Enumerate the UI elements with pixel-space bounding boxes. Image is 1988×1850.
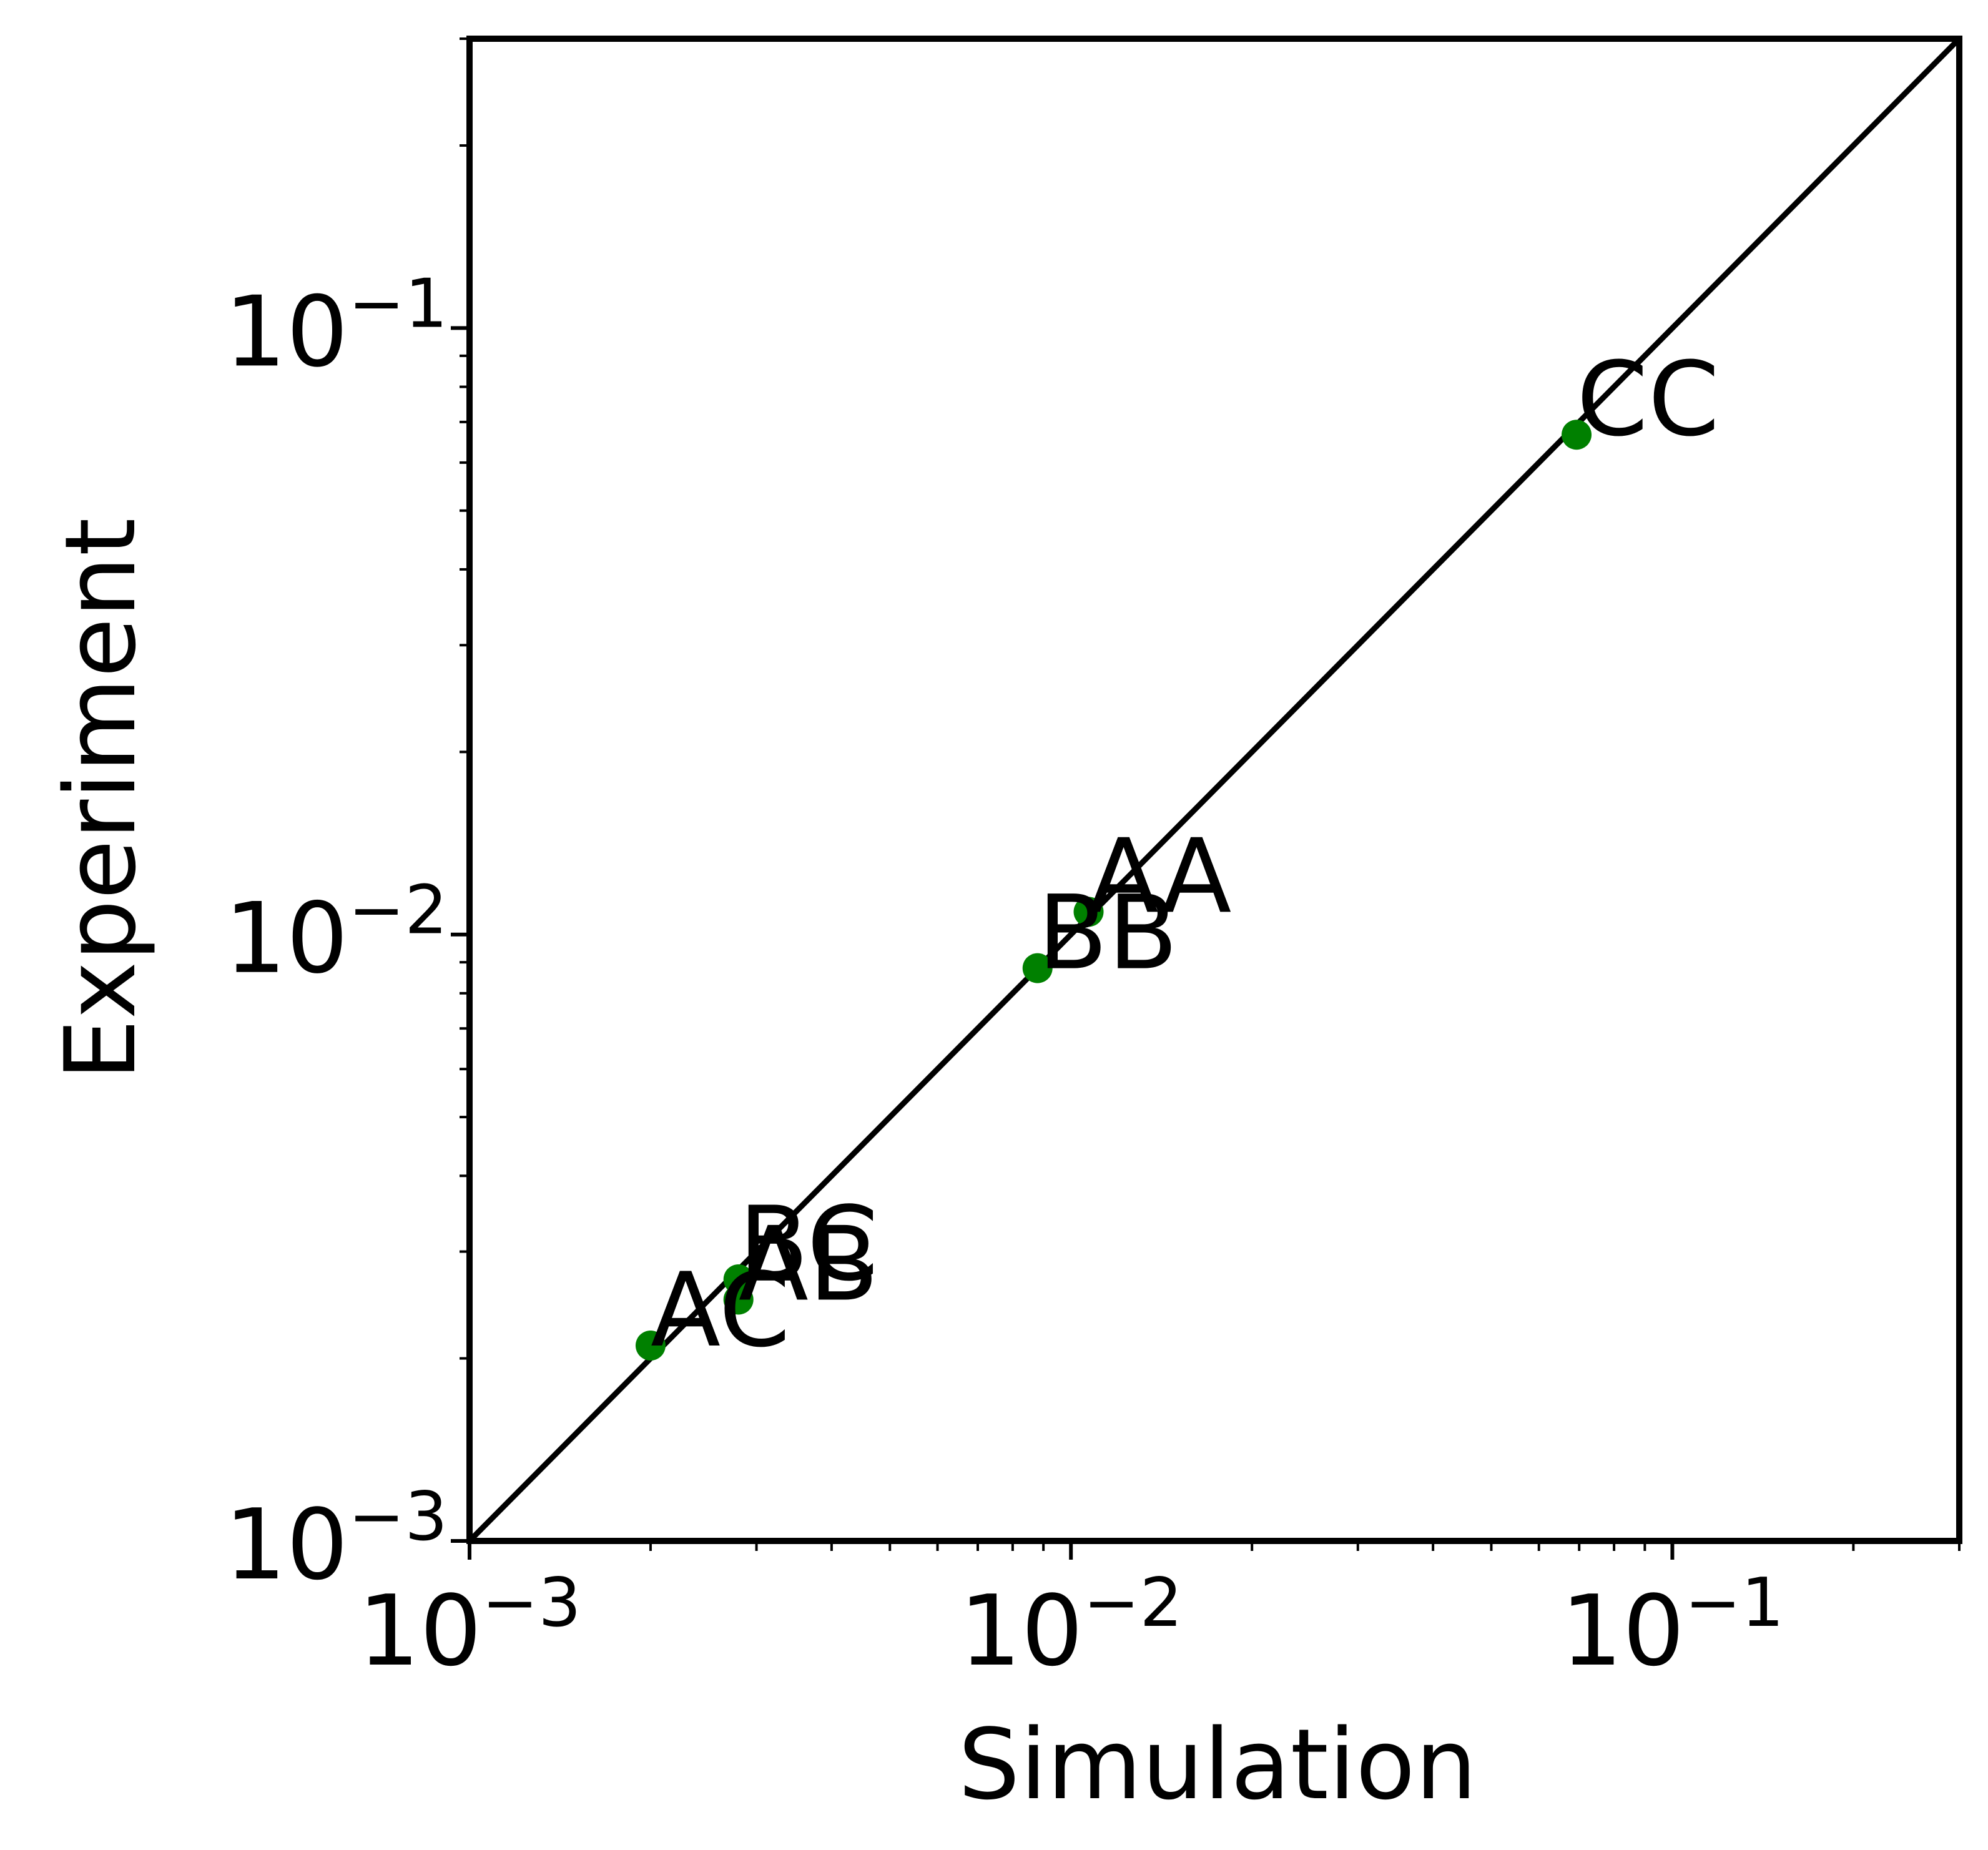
x-tick-label: 10−2 bbox=[959, 1564, 1183, 1688]
data-point-label: BC bbox=[739, 1184, 878, 1304]
y-tick-label: 10−3 bbox=[224, 1478, 448, 1602]
data-point-label: AC bbox=[651, 1251, 790, 1370]
data-point-label: BB bbox=[1038, 873, 1178, 993]
x-tick-label: 10−1 bbox=[1561, 1564, 1784, 1688]
y-tick-labels: 10−3 10−2 10−1 bbox=[224, 265, 448, 1602]
data-point bbox=[723, 1264, 754, 1295]
data-point-label: AA bbox=[1089, 817, 1232, 936]
data-point bbox=[1073, 897, 1104, 927]
data-point bbox=[1562, 420, 1592, 450]
reference-line bbox=[467, 36, 1962, 1543]
x-tick-labels: 10−3 10−2 10−1 bbox=[358, 1564, 1784, 1688]
x-tick-label: 10−3 bbox=[358, 1564, 581, 1688]
y-tick-label: 10−2 bbox=[224, 872, 448, 995]
plot-frame bbox=[466, 36, 1962, 1544]
data-point bbox=[635, 1331, 666, 1361]
data-point-label: AB bbox=[739, 1204, 879, 1324]
y-axis-label: Experiment bbox=[44, 518, 157, 1080]
data-point bbox=[1022, 953, 1053, 983]
x-axis-label: Simulation bbox=[958, 1708, 1477, 1821]
data-point-label: CC bbox=[1577, 340, 1720, 459]
y-tick-label: 10−1 bbox=[224, 265, 448, 388]
data-points bbox=[635, 420, 1592, 1361]
